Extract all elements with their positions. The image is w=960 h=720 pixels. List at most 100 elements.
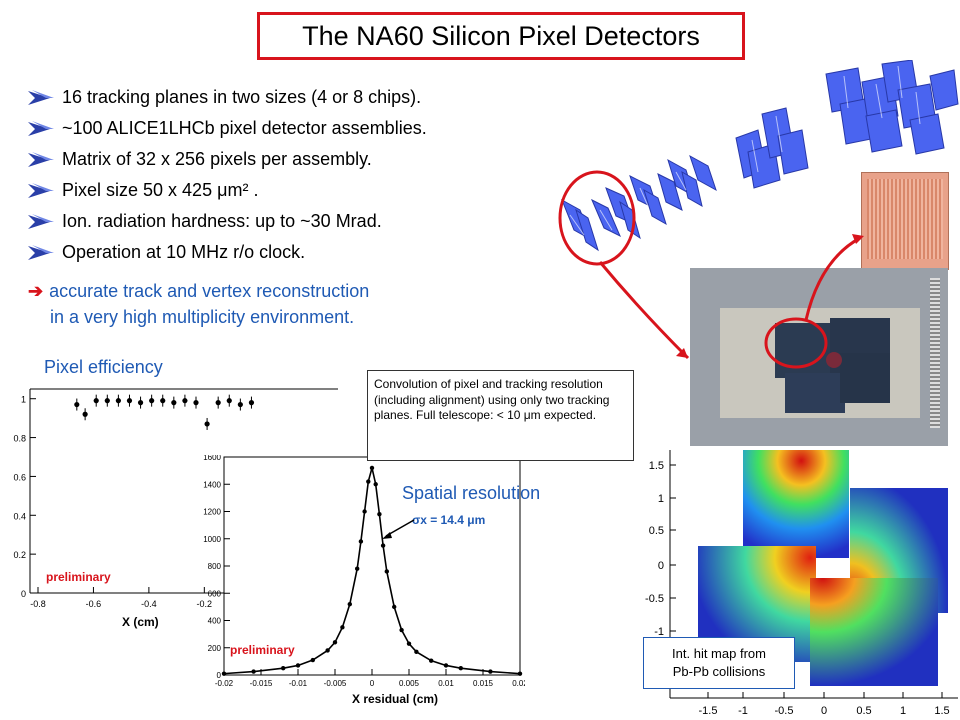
data-point	[93, 398, 99, 404]
y-tick-label: 800	[208, 562, 222, 571]
tracking-plane	[777, 129, 809, 175]
data-point	[406, 641, 412, 646]
data-point	[193, 400, 199, 406]
data-point	[149, 398, 155, 404]
y-tick-label: 600	[208, 589, 222, 598]
data-point	[325, 648, 330, 653]
y-tick-label: 200	[208, 644, 222, 653]
y-tick-label: 1	[21, 395, 26, 405]
y-tick-label: 0.4	[13, 511, 26, 521]
x-tick-label: -0.01	[289, 679, 308, 688]
y-tick-label: 0	[21, 589, 26, 599]
slide-title: The NA60 Silicon Pixel Detectors	[257, 12, 745, 60]
data-point	[392, 604, 397, 610]
x-tick-label: 0.02	[512, 679, 525, 688]
hit-map-caption-line-2: Pb-Pb collisions	[672, 664, 766, 679]
data-point	[310, 657, 315, 663]
conclusion-line-1: ➔ accurate track and vertex reconstructio…	[28, 278, 548, 304]
data-point	[332, 640, 338, 645]
data-point	[226, 398, 232, 404]
tracking-plane	[619, 200, 641, 240]
tracking-plane	[591, 198, 621, 238]
y-tick-label: -0.5	[645, 593, 664, 605]
data-point	[171, 400, 177, 406]
tracking-plane	[909, 113, 945, 155]
arrow-bullet-icon	[28, 213, 54, 229]
tracking-plane	[657, 173, 683, 211]
data-point	[443, 663, 449, 668]
bullet-text: ~100 ALICE1LHCb pixel detector assemblie…	[62, 118, 427, 138]
data-point	[126, 398, 133, 404]
data-point	[204, 421, 210, 427]
bullet-item: 16 tracking planes in two sizes (4 or 8 …	[28, 82, 588, 113]
bullet-text: Ion. radiation hardness: up to ~30 Mrad.	[62, 211, 382, 231]
sigma-pointer	[382, 519, 415, 539]
data-point	[366, 479, 371, 484]
arrow-bullet-icon	[28, 120, 54, 136]
data-point	[221, 671, 227, 676]
data-point	[414, 649, 419, 655]
x-tick-label: 0.015	[473, 679, 494, 688]
bullet-text: Pixel size 50 x 425 μm² .	[62, 180, 259, 200]
data-point	[458, 665, 463, 671]
data-point	[380, 543, 386, 548]
bullet-item: Operation at 10 MHz r/o clock.	[28, 237, 588, 268]
x-tick-label: -0.5	[775, 705, 794, 717]
arrow-head-icon	[382, 532, 392, 539]
data-point	[369, 465, 375, 471]
data-point	[137, 400, 144, 406]
arrow-bullet-icon	[28, 244, 54, 260]
y-tick-label: 0	[217, 671, 222, 680]
resolution-chart: 0 200 400 600 800 1000 1200 1400 1600 -0.02 -0.015…	[203, 455, 525, 706]
arrow-bullet-icon	[28, 151, 54, 167]
data-point	[215, 400, 221, 406]
detector-assembly-photo	[690, 268, 948, 446]
conclusion-line-2: in a very high multiplicity environment.	[50, 307, 355, 327]
x-tick-label: -0.015	[250, 679, 273, 688]
y-tick-label: 400	[208, 617, 222, 626]
arrow-bullet-icon	[28, 89, 54, 105]
x-tick-label: -0.8	[30, 599, 46, 609]
data-point	[74, 401, 80, 408]
x-tick-label: 1	[900, 705, 906, 717]
data-point	[115, 398, 121, 404]
data-point	[82, 411, 88, 417]
y-tick-label: 0.6	[13, 472, 26, 482]
x-axis-title: X residual (cm)	[352, 692, 438, 706]
x-tick-label: -0.02	[215, 679, 234, 688]
data-point	[160, 398, 166, 404]
x-tick-label: 0.5	[856, 705, 871, 717]
data-point	[281, 665, 286, 671]
y-tick-label: 1.5	[649, 460, 664, 472]
efficiency-chart: 0 0.2 0.4 0.6 0.8 1 -0.8 -0.6 -0.4 -0.2 prelimina…	[13, 388, 340, 629]
data-point	[373, 482, 378, 487]
bullet-item: ~100 ALICE1LHCb pixel detector assemblie…	[28, 113, 588, 144]
plot-frame	[223, 456, 521, 676]
convolution-note: Convolution of pixel and tracking resolu…	[367, 370, 634, 461]
x-tick-label: 0	[370, 679, 375, 688]
hit-map-caption-line-1: Int. hit map from	[672, 646, 766, 661]
data-point	[251, 669, 256, 674]
data-point	[237, 401, 243, 408]
tracking-plane	[643, 188, 667, 226]
y-tick-label: -1	[654, 626, 664, 638]
resolution-label: Spatial resolution	[402, 483, 541, 503]
x-tick-label: -0.005	[324, 679, 347, 688]
bullet-list: 16 tracking planes in two sizes (4 or 8 …	[28, 82, 588, 268]
data-point	[347, 601, 352, 607]
x-axis-title: X (cm)	[122, 615, 159, 629]
bullet-item: Pixel size 50 x 425 μm² .	[28, 175, 588, 206]
sigma-annotation: σx = 14.4 μm	[412, 513, 486, 527]
y-tick-label: 0.5	[649, 525, 664, 537]
x-tick-label: -0.6	[86, 599, 102, 609]
bullet-text: 16 tracking planes in two sizes (4 or 8 …	[62, 87, 422, 107]
bullet-text: Matrix of 32 x 256 pixels per assembly.	[62, 149, 372, 169]
hit-map-panel	[810, 578, 938, 686]
data-point	[340, 625, 345, 630]
y-tick-label: 0.2	[13, 550, 26, 560]
data-point	[362, 509, 367, 514]
tracking-plane	[929, 69, 959, 111]
data-point	[377, 512, 382, 517]
y-tick-label: 1400	[203, 480, 221, 489]
tracking-plane	[865, 109, 903, 153]
